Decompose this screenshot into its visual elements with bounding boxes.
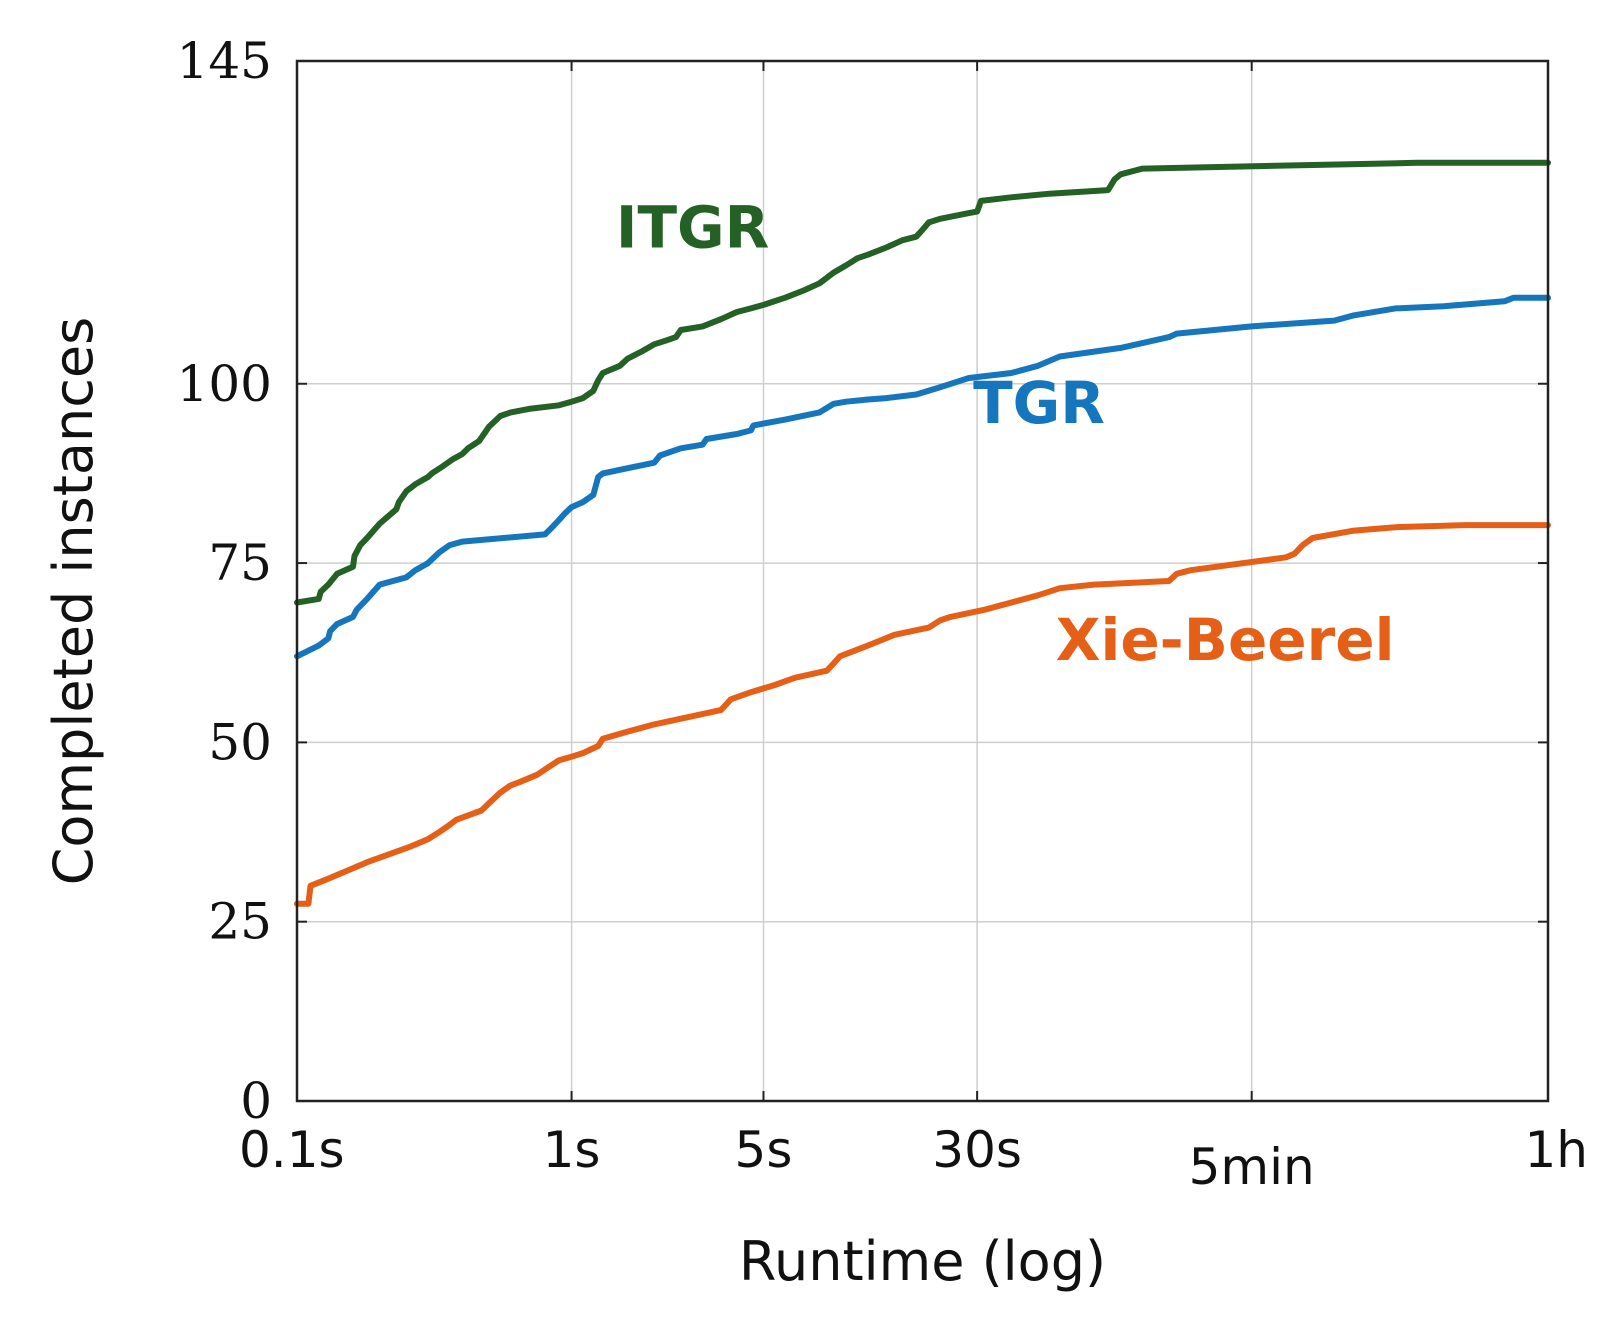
x-tick-label: 30s	[932, 1121, 1022, 1179]
x-tick-label: 5min	[1189, 1138, 1315, 1196]
x-tick-label: 5s	[735, 1121, 793, 1179]
y-tick-label: 145	[177, 32, 272, 90]
x-tick-label: 0.1s	[239, 1121, 345, 1179]
series-line-itgr	[294, 159, 1551, 606]
series-line-xie-beerel	[294, 522, 1551, 907]
y-tick-label: 0	[240, 1072, 272, 1130]
y-tick-label: 100	[177, 355, 272, 413]
plot-frame	[295, 59, 1550, 1103]
x-tick-label: 1s	[543, 1121, 601, 1179]
series-label-xie-beerel: Xie-Beerel	[1056, 606, 1395, 674]
x-axis-label: Runtime (log)	[739, 1230, 1106, 1293]
series-labels: ITGR TGR Xie-Beerel	[616, 193, 1395, 673]
axis-ticks: 0 25 50 75 100 145 0.1s 1s 5s 30s 5min 1h	[177, 32, 1588, 1196]
series-label-itgr: ITGR	[616, 193, 769, 261]
gridlines	[297, 61, 1548, 1101]
x-tick-label: 1h	[1524, 1121, 1588, 1179]
series-label-tgr: TGR	[973, 369, 1105, 437]
y-tick-label: 75	[208, 534, 272, 592]
series-line-tgr	[294, 294, 1551, 660]
y-tick-label: 25	[208, 893, 272, 951]
series-lines	[294, 159, 1551, 907]
y-axis-label: Completed instances	[42, 317, 105, 886]
y-tick-label: 50	[208, 713, 272, 771]
